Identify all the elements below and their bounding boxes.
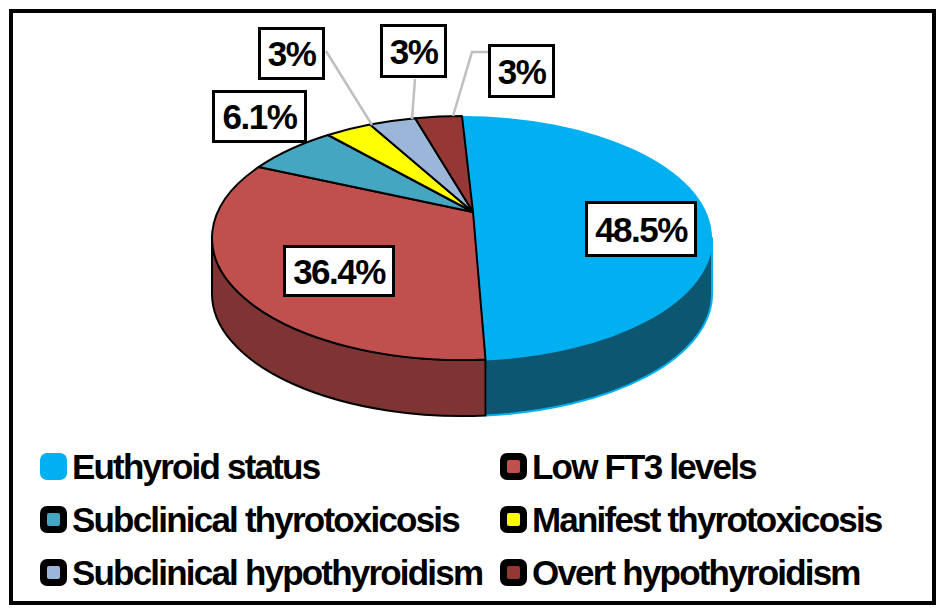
legend-swatch-icon xyxy=(500,453,527,480)
callout-label-low-ft3-levels: 36.4% xyxy=(283,245,395,297)
callout-leader-line xyxy=(453,52,488,116)
legend-swatch-icon xyxy=(40,506,67,533)
legend-swatch-icon xyxy=(40,559,67,586)
legend-swatch-color xyxy=(47,513,60,526)
legend-label: Subclinical thyrotoxicosis xyxy=(72,502,459,537)
callout-leader-line xyxy=(412,79,415,119)
legend-label: Manifest thyrotoxicosis xyxy=(532,502,882,537)
legend-item: Subclinical thyrotoxicosis xyxy=(40,503,500,535)
legend: Euthyroid status Low FT3 levels Subclinica… xyxy=(40,450,920,588)
legend-swatch-icon xyxy=(500,506,527,533)
legend-item: Euthyroid status xyxy=(40,450,500,482)
legend-item: Manifest thyrotoxicosis xyxy=(500,503,920,535)
legend-label: Low FT3 levels xyxy=(532,449,756,484)
callout-label-subclinical-thyrotoxicosis: 6.1% xyxy=(212,90,307,143)
legend-swatch-icon xyxy=(40,453,67,480)
legend-swatch-color xyxy=(47,460,60,473)
legend-label: Overt hypothyroidism xyxy=(532,555,860,590)
callout-label-overt-hypothyroidism: 3% xyxy=(488,44,555,98)
legend-swatch-icon xyxy=(500,559,527,586)
legend-swatch-color xyxy=(507,460,520,473)
legend-swatch-color xyxy=(507,513,520,526)
callout-label-euthyroid-status: 48.5% xyxy=(585,201,697,257)
callout-leader-line xyxy=(326,51,372,125)
legend-label: Subclinical hypothyroidism xyxy=(72,555,482,590)
legend-label: Euthyroid status xyxy=(72,449,319,484)
legend-swatch-color xyxy=(507,566,520,579)
legend-item: Subclinical hypothyroidism xyxy=(40,556,500,588)
legend-swatch-color xyxy=(47,566,60,579)
callout-label-subclinical-hypothyroidism: 3% xyxy=(380,24,447,78)
legend-item: Overt hypothyroidism xyxy=(500,556,920,588)
callout-label-manifest-thyrotoxicosis: 3% xyxy=(258,27,325,80)
legend-item: Low FT3 levels xyxy=(500,450,920,482)
